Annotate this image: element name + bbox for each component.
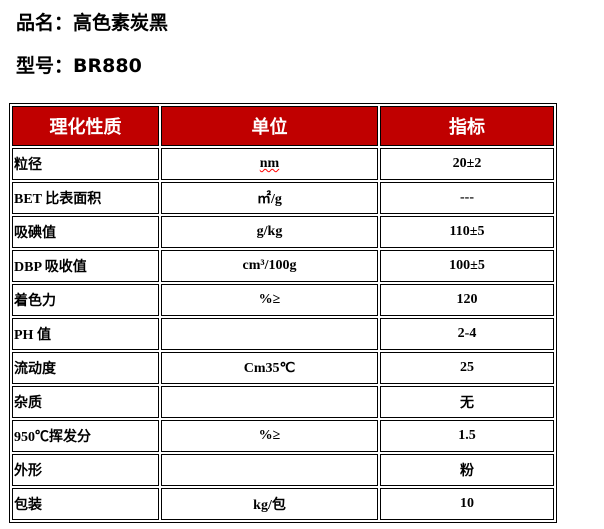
cell-value: 10 [380,488,554,520]
cell-text: 25 [460,360,474,375]
cell-property: DBP 吸收值 [12,250,159,282]
cell-unit [161,386,378,418]
model-value: BR880 [73,55,142,77]
cell-text: 吸碘值 [14,226,56,241]
cell-text: BET 比表面积 [14,192,102,207]
cell-unit: Cm35℃ [161,352,378,384]
cell-text: 2-4 [457,326,477,341]
cell-property: 粒径 [12,148,159,180]
cell-text: 100±5 [449,258,485,273]
table-row: 粒径 nm 20±2 [12,148,554,180]
cell-text: ㎡/g [257,192,282,207]
cell-text: DBP 吸收值 [14,260,87,275]
cell-value: 无 [380,386,554,418]
table-row: 950℃挥发分 %≥ 1.5 [12,420,554,452]
cell-unit [161,454,378,486]
cell-text: kg/包 [253,498,286,513]
cell-text: 粉 [460,464,474,479]
table-row: PH 值 2-4 [12,318,554,350]
cell-unit: kg/包 [161,488,378,520]
cell-text: 110±5 [449,224,485,239]
cell-text: 粒径 [14,158,42,173]
cell-value: 25 [380,352,554,384]
table-row: 包装 kg/包 10 [12,488,554,520]
cell-text: PH 值 [14,328,51,343]
table-row: 外形 粉 [12,454,554,486]
cell-property: PH 值 [12,318,159,350]
cell-value: 110±5 [380,216,554,248]
table-row: 流动度 Cm35℃ 25 [12,352,554,384]
table-row: BET 比表面积 ㎡/g --- [12,182,554,214]
cell-value: 粉 [380,454,554,486]
cell-text: 流动度 [14,362,56,377]
cell-value: 1.5 [380,420,554,452]
cell-text: nm [259,156,280,171]
cell-text: %≥ [258,292,281,307]
cell-text: 950℃挥发分 [14,430,91,445]
cell-unit: nm [161,148,378,180]
cell-property: 杂质 [12,386,159,418]
cell-value: 100±5 [380,250,554,282]
cell-text: --- [460,190,474,205]
cell-property: 外形 [12,454,159,486]
cell-value: 2-4 [380,318,554,350]
cell-text: %≥ [258,428,281,443]
cell-text: 120 [456,292,478,307]
cell-text: 10 [460,496,474,511]
product-name-label: 品名： [16,12,74,34]
table-row: 吸碘值 g/kg 110±5 [12,216,554,248]
model-line: 型号：BR880 [16,51,142,78]
cell-unit: g/kg [161,216,378,248]
cell-property: 着色力 [12,284,159,316]
cell-text: 杂质 [14,396,42,411]
table-header-row: 理化性质 单位 指标 [12,106,554,146]
table-row: 杂质 无 [12,386,554,418]
cell-text: 1.5 [458,428,476,443]
cell-text: 包装 [14,498,42,513]
cell-value: 120 [380,284,554,316]
header-unit: 单位 [161,106,378,146]
cell-unit [161,318,378,350]
cell-value: --- [380,182,554,214]
table-row: 着色力 %≥ 120 [12,284,554,316]
cell-unit: %≥ [161,420,378,452]
cell-property: 950℃挥发分 [12,420,159,452]
cell-text: cm³/100g [242,258,297,273]
cell-property: 包装 [12,488,159,520]
spec-table: 理化性质 单位 指标 粒径 nm 20±2 BET 比表面积 ㎡/g --- 吸碘值 g/kg… [9,103,557,523]
cell-text: 无 [460,396,474,411]
cell-property: BET 比表面积 [12,182,159,214]
cell-property: 吸碘值 [12,216,159,248]
cell-text: 着色力 [14,294,56,309]
cell-text: 20±2 [452,156,482,171]
cell-unit: ㎡/g [161,182,378,214]
header-property: 理化性质 [12,106,159,146]
cell-property: 流动度 [12,352,159,384]
cell-unit: cm³/100g [161,250,378,282]
product-name-value: 高色素炭黑 [73,12,169,34]
cell-text: Cm35℃ [243,360,296,376]
cell-text: 外形 [14,464,42,479]
cell-text: g/kg [256,224,283,239]
model-label: 型号： [16,55,74,77]
table-row: DBP 吸收值 cm³/100g 100±5 [12,250,554,282]
cell-unit: %≥ [161,284,378,316]
cell-value: 20±2 [380,148,554,180]
product-name-line: 品名：高色素炭黑 [16,8,168,35]
header-value: 指标 [380,106,554,146]
